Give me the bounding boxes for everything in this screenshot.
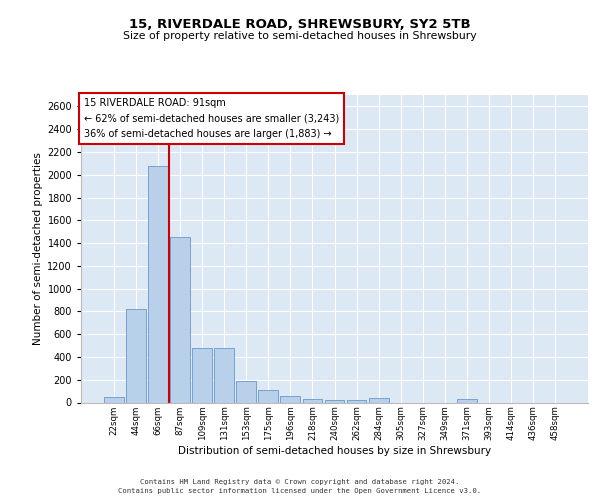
Text: Contains HM Land Registry data © Crown copyright and database right 2024.
Contai: Contains HM Land Registry data © Crown c… [118, 479, 482, 494]
Bar [302, 398, 322, 402]
Bar [368, 398, 389, 402]
Bar [347, 400, 367, 402]
X-axis label: Distribution of semi-detached houses by size in Shrewsbury: Distribution of semi-detached houses by … [178, 446, 491, 456]
Y-axis label: Number of semi-detached properties: Number of semi-detached properties [33, 152, 43, 345]
Bar [104, 397, 124, 402]
Bar [325, 400, 344, 402]
Bar [236, 382, 256, 402]
Bar [148, 166, 168, 402]
Text: 15, RIVERDALE ROAD, SHREWSBURY, SY2 5TB: 15, RIVERDALE ROAD, SHREWSBURY, SY2 5TB [129, 18, 471, 30]
Bar [457, 399, 477, 402]
Bar [126, 309, 146, 402]
Text: 15 RIVERDALE ROAD: 91sqm
← 62% of semi-detached houses are smaller (3,243)
36% o: 15 RIVERDALE ROAD: 91sqm ← 62% of semi-d… [83, 98, 339, 140]
Bar [214, 348, 234, 403]
Bar [192, 348, 212, 403]
Bar [259, 390, 278, 402]
Text: Size of property relative to semi-detached houses in Shrewsbury: Size of property relative to semi-detach… [123, 31, 477, 41]
Bar [280, 396, 301, 402]
Bar [170, 238, 190, 402]
